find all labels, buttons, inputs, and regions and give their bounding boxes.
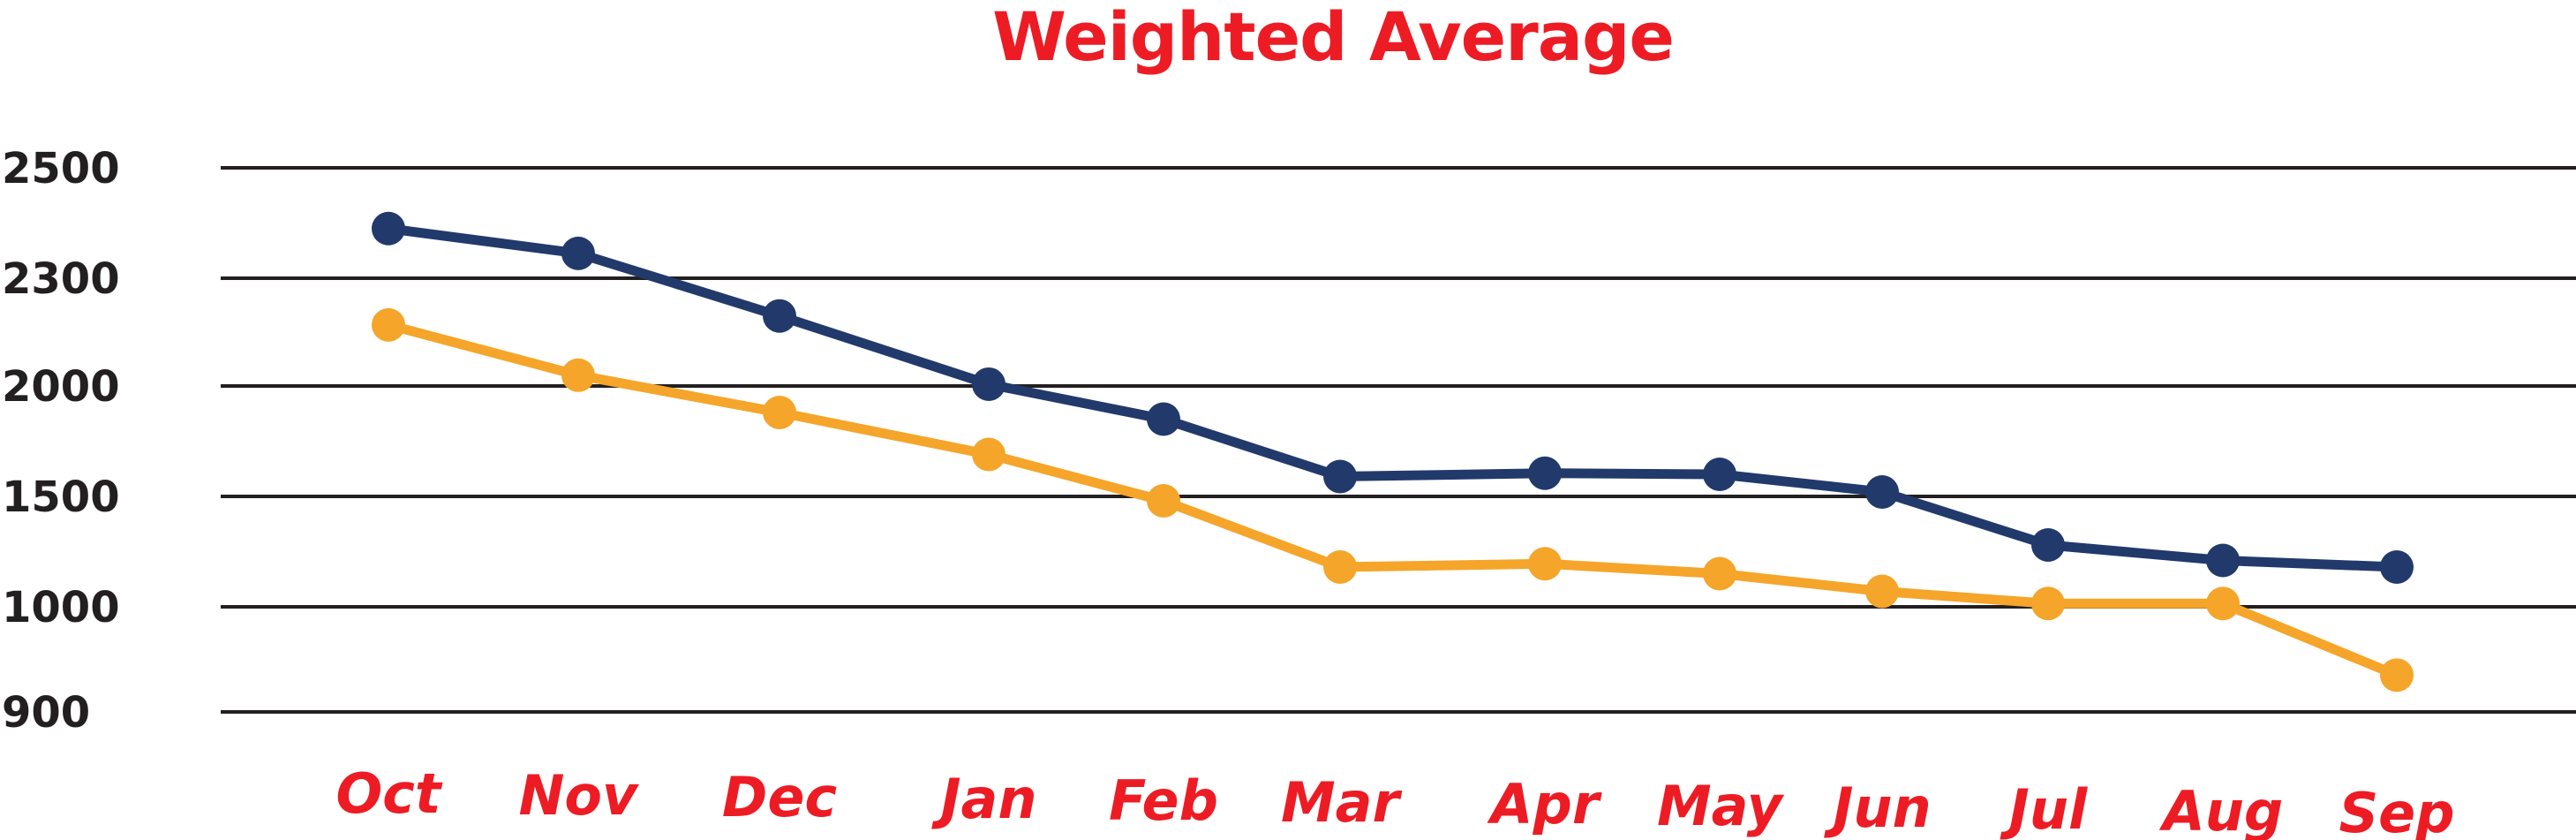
y-tick-label: 2500 xyxy=(2,144,120,193)
data-point xyxy=(2380,658,2414,692)
data-point xyxy=(2206,586,2240,621)
series-line xyxy=(383,320,2402,680)
data-point xyxy=(561,358,595,392)
chart-title: Weighted Average xyxy=(992,0,1674,76)
x-tick-label: Dec xyxy=(722,765,838,829)
series-line xyxy=(383,223,2402,572)
data-point xyxy=(1865,475,1899,509)
y-tick-label: 1500 xyxy=(2,473,120,522)
data-point xyxy=(1703,458,1736,491)
data-point xyxy=(1323,550,1357,584)
data-point xyxy=(2031,528,2065,562)
x-tick-label: Sep xyxy=(2339,781,2454,840)
data-point xyxy=(2380,550,2414,584)
data-point xyxy=(972,437,1006,472)
y-axis-tick-labels: 2500 2300 2000 1500 1000 900 xyxy=(2,144,120,738)
x-tick-label: Apr xyxy=(1487,772,1602,836)
data-point xyxy=(561,236,595,270)
y-tick-label: 1000 xyxy=(2,583,120,632)
data-point xyxy=(1147,484,1180,518)
x-tick-label: Jan xyxy=(930,767,1036,831)
x-tick-label: Aug xyxy=(2158,779,2284,840)
data-point xyxy=(372,211,405,246)
x-tick-label: Jun xyxy=(1823,776,1931,840)
x-tick-label: Jul xyxy=(2000,777,2088,840)
data-series xyxy=(372,211,2414,692)
data-point xyxy=(1528,456,1562,490)
x-tick-label: May xyxy=(1657,774,1785,838)
data-point xyxy=(763,299,796,333)
data-point xyxy=(1865,574,1899,609)
y-tick-label: 2000 xyxy=(2,362,120,412)
x-tick-label: Feb xyxy=(1109,768,1218,833)
data-point xyxy=(1147,402,1180,436)
data-point xyxy=(1703,556,1736,591)
data-point xyxy=(2031,586,2065,621)
data-point xyxy=(2206,543,2240,578)
x-tick-label: Oct xyxy=(335,761,442,826)
data-point xyxy=(1528,547,1562,581)
data-point xyxy=(763,396,796,429)
y-tick-label: 900 xyxy=(2,688,90,738)
y-tick-label: 2300 xyxy=(2,254,120,304)
x-axis-tick-labels: Oct Nov Dec Jan Feb Mar Apr May Jun Jul Aug Sep xyxy=(335,761,2454,840)
data-point xyxy=(372,307,405,342)
data-point xyxy=(1323,459,1357,494)
x-tick-label: Mar xyxy=(1281,770,1403,835)
x-tick-label: Nov xyxy=(519,763,640,828)
data-point xyxy=(972,367,1006,401)
